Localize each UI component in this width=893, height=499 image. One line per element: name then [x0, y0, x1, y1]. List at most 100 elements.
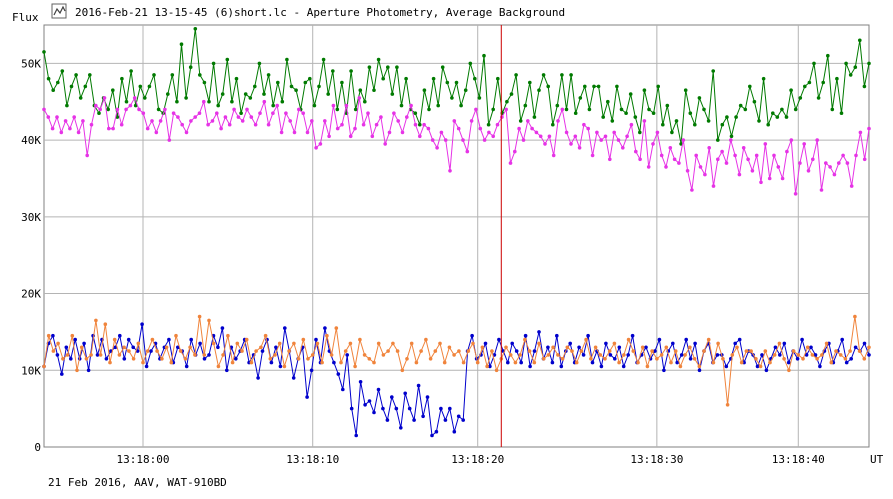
data-point — [655, 130, 660, 135]
data-point — [543, 142, 547, 146]
data-point — [490, 349, 494, 353]
data-point — [386, 65, 390, 69]
data-point — [716, 341, 720, 346]
data-point — [202, 353, 207, 357]
data-point — [513, 149, 517, 154]
data-point — [103, 322, 108, 327]
data-point — [651, 111, 656, 115]
data-point — [358, 88, 363, 92]
data-point — [124, 107, 128, 112]
data-point — [124, 99, 129, 104]
data-point — [178, 349, 183, 353]
data-point — [111, 126, 115, 131]
x-tick-label: 13:18:30 — [630, 453, 683, 466]
data-point — [439, 130, 444, 135]
data-point — [659, 153, 664, 158]
data-point — [669, 360, 673, 365]
data-point — [607, 349, 612, 353]
data-point — [312, 103, 317, 108]
data-point — [693, 341, 697, 346]
data-point — [656, 84, 660, 89]
data-point — [230, 99, 234, 104]
data-point — [523, 337, 527, 342]
data-point — [193, 27, 198, 31]
lightcurve-icon-glyph — [53, 5, 66, 16]
data-point — [568, 341, 572, 346]
data-point — [775, 115, 780, 119]
data-point — [63, 119, 68, 123]
data-point — [129, 69, 133, 73]
data-point — [275, 103, 280, 108]
data-point — [79, 345, 84, 350]
data-point — [202, 357, 207, 361]
data-point — [564, 130, 569, 135]
data-point — [287, 349, 291, 353]
series-layer — [42, 27, 871, 438]
data-point — [622, 353, 626, 357]
data-point — [122, 345, 126, 350]
data-point — [858, 38, 862, 43]
data-point — [273, 353, 277, 357]
data-point — [599, 138, 603, 142]
data-point — [111, 88, 115, 92]
data-point — [76, 130, 81, 135]
data-point — [733, 153, 737, 158]
data-point — [564, 107, 569, 112]
data-point — [167, 138, 172, 142]
data-point — [184, 130, 189, 135]
data-point — [115, 115, 120, 119]
data-point — [253, 122, 258, 127]
data-point — [583, 84, 587, 89]
data-point — [98, 353, 103, 357]
data-point — [211, 341, 216, 346]
data-point — [305, 395, 309, 399]
data-point — [586, 333, 590, 338]
data-point — [461, 360, 466, 365]
data-point — [98, 107, 102, 112]
footer-caption: 21 Feb 2016, AAV, WAT-910BD — [48, 476, 227, 489]
data-point — [636, 360, 640, 365]
data-point — [245, 107, 249, 112]
data-point — [826, 53, 830, 58]
data-point — [470, 333, 474, 338]
data-point — [737, 172, 742, 177]
data-point — [112, 337, 117, 342]
data-point — [518, 353, 522, 357]
data-point — [754, 153, 759, 158]
data-point — [283, 326, 287, 330]
data-point — [243, 92, 248, 96]
data-point — [767, 176, 772, 181]
data-point — [474, 107, 478, 112]
data-point — [514, 73, 518, 77]
data-point — [404, 76, 408, 81]
data-point — [263, 333, 268, 338]
data-point — [853, 314, 857, 319]
data-point — [400, 368, 405, 373]
data-point — [42, 364, 46, 369]
data-point — [68, 126, 72, 131]
data-point — [841, 153, 845, 158]
data-point — [469, 119, 474, 123]
data-point — [821, 80, 825, 85]
data-point — [46, 76, 51, 81]
data-point — [335, 126, 340, 131]
data-point — [780, 107, 784, 112]
data-point — [119, 122, 124, 127]
data-point — [289, 84, 294, 89]
data-point — [450, 96, 454, 100]
data-point — [399, 103, 404, 108]
data-point — [60, 372, 64, 376]
data-point — [269, 360, 274, 365]
data-point — [137, 107, 141, 112]
data-point — [555, 103, 560, 108]
data-point — [421, 414, 425, 419]
data-point — [671, 341, 675, 346]
data-point — [405, 357, 409, 361]
plot-area[interactable] — [43, 24, 870, 448]
data-point — [463, 88, 468, 92]
data-point — [577, 345, 581, 350]
data-point — [256, 376, 260, 380]
data-point — [819, 188, 824, 192]
y-tick-label: 40K — [21, 134, 41, 147]
